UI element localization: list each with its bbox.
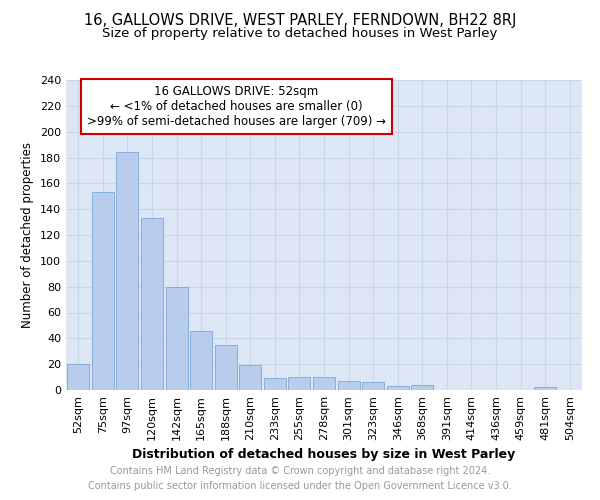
Bar bbox=[92, 192, 114, 390]
Bar bbox=[215, 345, 237, 390]
Bar bbox=[313, 377, 335, 390]
Text: Contains public sector information licensed under the Open Government Licence v3: Contains public sector information licen… bbox=[88, 481, 512, 491]
Bar bbox=[534, 388, 556, 390]
Bar bbox=[141, 218, 163, 390]
Bar bbox=[264, 378, 286, 390]
Text: Size of property relative to detached houses in West Parley: Size of property relative to detached ho… bbox=[103, 28, 497, 40]
Bar bbox=[67, 364, 89, 390]
Bar bbox=[289, 377, 310, 390]
Bar bbox=[411, 385, 433, 390]
Bar bbox=[362, 382, 384, 390]
Bar bbox=[386, 386, 409, 390]
Bar bbox=[190, 330, 212, 390]
Text: 16, GALLOWS DRIVE, WEST PARLEY, FERNDOWN, BH22 8RJ: 16, GALLOWS DRIVE, WEST PARLEY, FERNDOWN… bbox=[84, 12, 516, 28]
Bar bbox=[116, 152, 139, 390]
Text: 16 GALLOWS DRIVE: 52sqm
← <1% of detached houses are smaller (0)
>99% of semi-de: 16 GALLOWS DRIVE: 52sqm ← <1% of detache… bbox=[87, 84, 386, 128]
Text: Contains HM Land Registry data © Crown copyright and database right 2024.: Contains HM Land Registry data © Crown c… bbox=[110, 466, 490, 476]
Y-axis label: Number of detached properties: Number of detached properties bbox=[22, 142, 34, 328]
Bar bbox=[338, 381, 359, 390]
X-axis label: Distribution of detached houses by size in West Parley: Distribution of detached houses by size … bbox=[133, 448, 515, 462]
Bar bbox=[239, 366, 262, 390]
Bar bbox=[166, 286, 188, 390]
